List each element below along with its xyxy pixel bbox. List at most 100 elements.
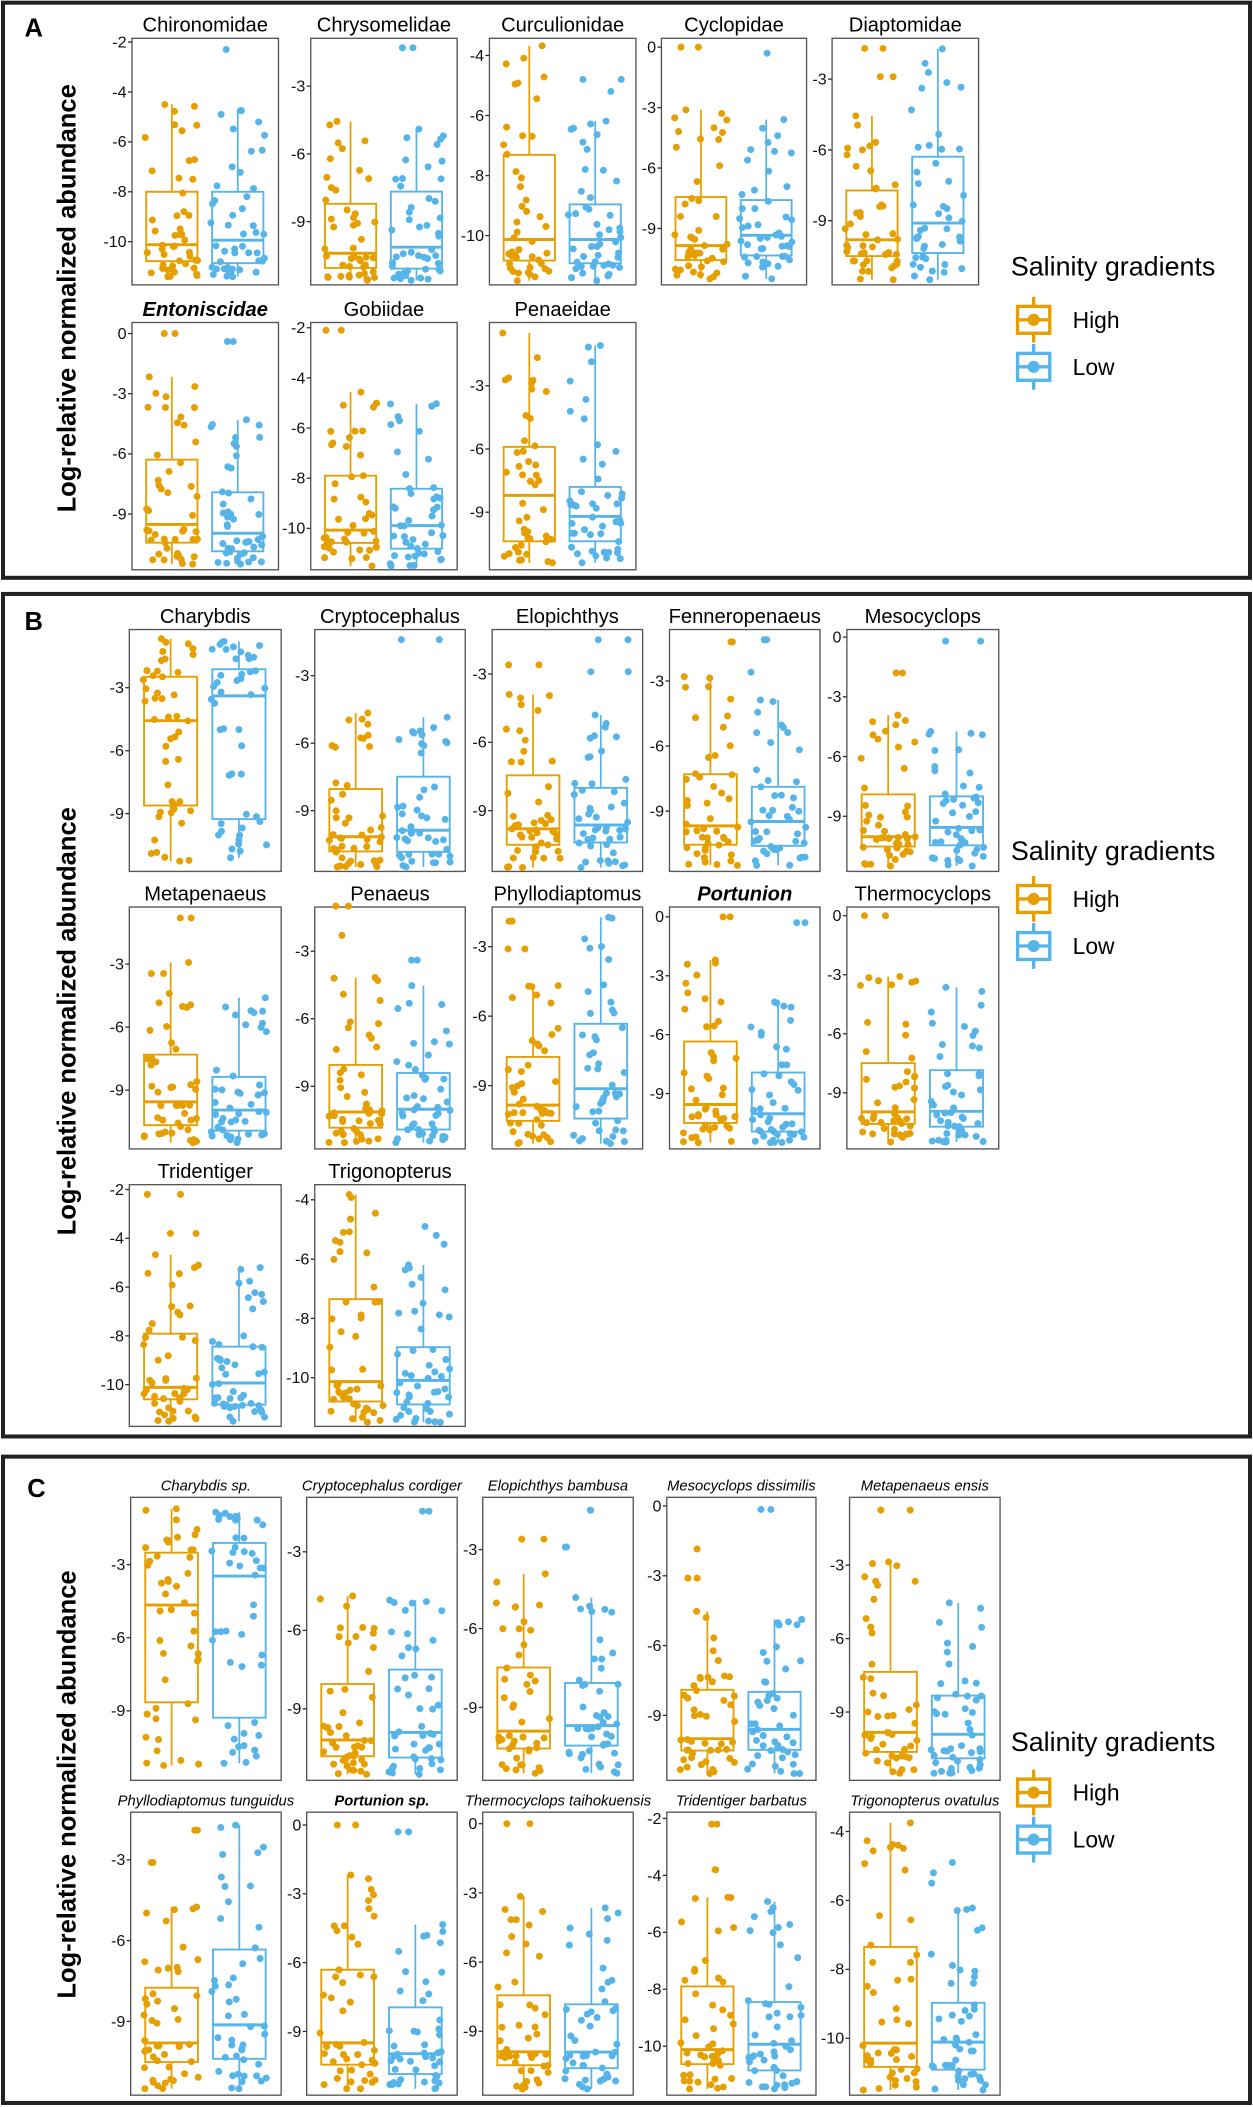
data-point-high [537, 817, 545, 825]
data-point-low [240, 1332, 248, 1340]
data-point-low [577, 1605, 585, 1613]
data-point-low [974, 799, 982, 807]
data-point-low [412, 1645, 420, 1653]
data-point-low [750, 1106, 758, 1114]
data-point-high [187, 807, 195, 815]
data-point-low [225, 489, 233, 497]
data-point-high [362, 498, 370, 506]
data-point-low [616, 833, 624, 841]
data-point-low [770, 2063, 778, 2071]
data-point-low [239, 230, 247, 238]
data-point-low [575, 2080, 583, 2088]
data-point-low [946, 1769, 954, 1777]
data-point-low [405, 208, 413, 216]
data-point-high [869, 1989, 877, 1997]
data-point-high [343, 782, 351, 790]
data-point-high [334, 1770, 342, 1778]
data-point-high [159, 2085, 167, 2093]
data-point-low [772, 846, 780, 854]
data-point-high [528, 132, 536, 140]
data-point-low [913, 235, 921, 243]
data-point-high [149, 2053, 157, 2061]
data-point-high [912, 2078, 920, 2086]
data-point-low [256, 433, 264, 441]
facet-elopichthys: Elopichthys-3-6-9 [472, 606, 644, 873]
data-point-high [526, 263, 534, 271]
data-point-low [242, 1021, 250, 1029]
data-point-high [519, 499, 527, 507]
data-point-low [605, 955, 613, 963]
data-point-high [158, 695, 166, 703]
data-point-low [938, 240, 946, 248]
data-point-high [368, 2056, 376, 2064]
data-point-high [496, 2001, 504, 2009]
data-point-low [255, 118, 263, 126]
data-point-low [405, 999, 413, 1007]
data-point-low [935, 1618, 943, 1626]
data-point-low [258, 146, 266, 154]
data-point-low [443, 713, 451, 721]
boxplot-low [208, 1264, 269, 1425]
data-point-low [214, 1394, 222, 1402]
data-point-high [856, 209, 864, 217]
data-point-low [223, 559, 231, 567]
data-point-low [569, 2059, 577, 2067]
data-point-high [693, 1607, 701, 1615]
data-point-high [173, 712, 181, 720]
data-point-low [786, 2013, 794, 2021]
legend-key-point [1027, 1786, 1040, 1799]
data-point-high [731, 1112, 739, 1120]
y-tick-label: -9 [647, 1707, 661, 1725]
data-point-high [531, 2004, 539, 2012]
data-point-high [696, 1710, 704, 1718]
data-point-high [872, 184, 880, 192]
data-point-high [151, 1251, 159, 1259]
data-point-high [332, 779, 340, 787]
data-point-high [329, 2058, 337, 2066]
data-point-low [250, 185, 258, 193]
data-point-low [407, 1372, 415, 1380]
data-point-high [190, 1609, 198, 1617]
boxplot-low [207, 338, 267, 568]
data-point-low [586, 2022, 594, 2030]
data-point-high [710, 783, 718, 791]
data-point-high [372, 537, 380, 545]
boxplot-low [747, 919, 809, 1147]
data-point-high [861, 801, 869, 809]
data-point-high [192, 1229, 200, 1237]
data-point-low [391, 2065, 399, 2073]
data-point-low [561, 2075, 569, 2083]
data-point-low [907, 106, 915, 114]
y-tick-label: -10 [282, 520, 305, 538]
data-point-low [422, 1978, 430, 1986]
data-point-high [499, 329, 507, 337]
data-point-low [210, 683, 218, 691]
data-point-low [570, 1131, 578, 1139]
facet-portunion-sp-: Portunion sp.0-3-6-9 [287, 1793, 458, 2096]
data-point-low [786, 1921, 794, 1928]
data-point-low [776, 1941, 784, 1949]
data-point-high [544, 841, 552, 849]
data-point-low [947, 1745, 955, 1753]
data-point-low [226, 1413, 234, 1421]
data-point-high [155, 1130, 163, 1138]
data-point-low [431, 197, 439, 205]
data-point-low [432, 1231, 440, 1239]
data-point-high [517, 541, 525, 549]
data-point-high [911, 738, 919, 746]
data-point-low [774, 1744, 782, 1752]
data-point-high [529, 854, 537, 862]
data-point-high [339, 1228, 347, 1236]
legend-label-high: High [1073, 1780, 1120, 1806]
data-point-high [523, 207, 531, 215]
data-point-low [952, 1690, 960, 1698]
data-point-high [146, 1376, 154, 1384]
data-point-low [947, 1979, 955, 1987]
data-point-high [362, 253, 370, 261]
legend-label-high: High [1073, 886, 1120, 912]
data-point-low [928, 1879, 936, 1887]
data-point-high [184, 1407, 192, 1415]
data-point-low [208, 1988, 216, 1996]
